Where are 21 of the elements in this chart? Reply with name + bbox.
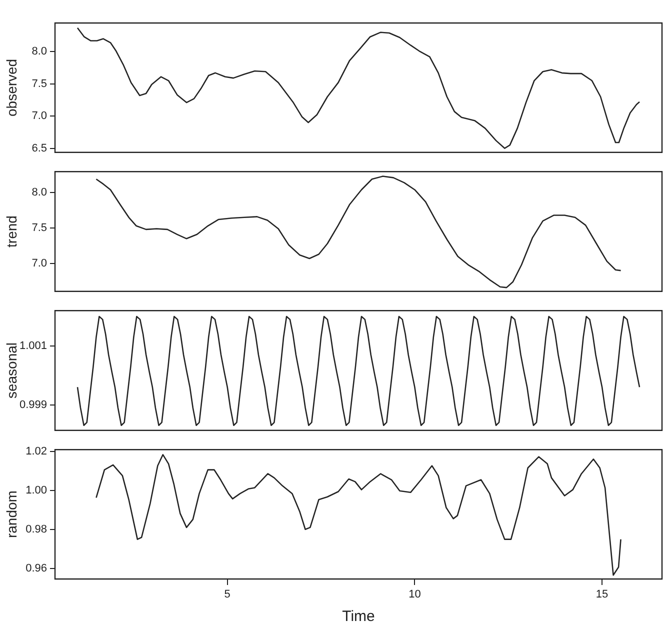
y-tick-label: 0.999 bbox=[19, 398, 47, 411]
y-tick-label: 7.0 bbox=[32, 110, 47, 122]
y-tick-label: 1.02 bbox=[26, 446, 47, 458]
y-axis-title: trend bbox=[3, 216, 20, 248]
x-tick-label: 15 bbox=[596, 588, 608, 601]
y-tick-label: 7.5 bbox=[32, 78, 47, 90]
y-axis-title: observed bbox=[3, 58, 20, 116]
y-axis-title: random bbox=[3, 490, 20, 538]
x-tick-label: 5 bbox=[224, 588, 230, 601]
y-tick-label: 8.0 bbox=[32, 46, 47, 58]
y-tick-label: 6.5 bbox=[32, 142, 47, 154]
y-tick-label: 0.96 bbox=[26, 562, 47, 574]
y-tick-label: 0.98 bbox=[26, 523, 47, 536]
y-tick-label: 7.5 bbox=[32, 222, 47, 234]
y-tick-label: 1.001 bbox=[19, 340, 47, 352]
x-axis-title: Time bbox=[342, 608, 375, 626]
y-tick-label: 7.0 bbox=[32, 258, 47, 270]
y-axis-title: seasonal bbox=[3, 342, 20, 399]
y-tick-label: 8.0 bbox=[32, 186, 47, 199]
x-tick-label: 10 bbox=[408, 588, 421, 601]
y-tick-label: 1.00 bbox=[26, 484, 47, 496]
